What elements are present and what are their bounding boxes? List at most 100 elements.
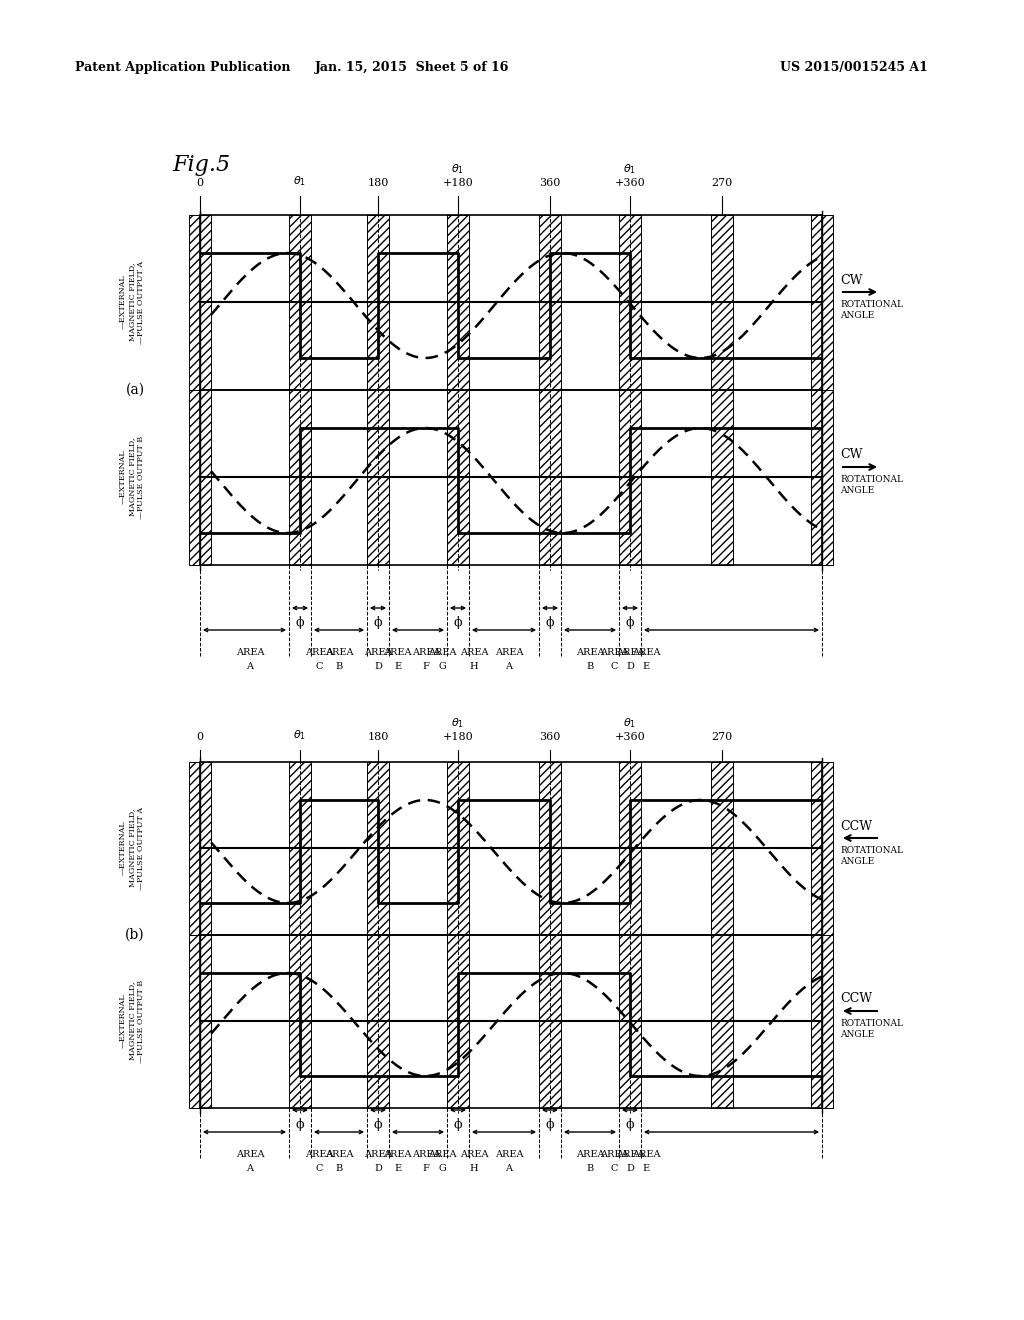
Text: AREA: AREA [236,648,264,657]
Text: US 2015/0015245 A1: US 2015/0015245 A1 [780,62,928,74]
Text: AREA: AREA [632,648,660,657]
Text: AREA: AREA [383,648,412,657]
Bar [618,389,641,565]
Text: ROTATIONAL
ANGLE: ROTATIONAL ANGLE [840,300,903,319]
Text: C: C [610,1164,617,1173]
Text: AREA: AREA [495,648,523,657]
Bar [711,389,733,565]
Text: (a): (a) [125,383,144,397]
Text: A: A [506,1164,512,1173]
Text: ϕ: ϕ [454,616,462,630]
Bar [539,935,561,1107]
Text: ϕ: ϕ [296,1118,304,1131]
Text: D: D [374,663,382,671]
Text: 0: 0 [197,733,204,742]
Text: 360: 360 [540,733,561,742]
Text: AREA: AREA [575,648,604,657]
Text: 360: 360 [540,178,561,187]
Text: $\theta_1$: $\theta_1$ [294,174,306,187]
Bar [200,389,822,565]
Text: 270: 270 [712,733,732,742]
Text: E: E [642,663,649,671]
Bar [200,762,822,935]
Text: Patent Application Publication: Patent Application Publication [75,62,291,74]
Text: $\theta_1$: $\theta_1$ [294,729,306,742]
Text: F: F [423,1164,429,1173]
Text: CCW: CCW [840,820,872,833]
Bar [367,389,389,565]
Text: $\theta_1$
+360: $\theta_1$ +360 [614,162,645,187]
Text: ROTATIONAL
ANGLE: ROTATIONAL ANGLE [840,1019,903,1039]
Text: AREA: AREA [305,648,334,657]
Text: —EXTERNAL
MAGNETIC FIELD,
—PULSE OUTPUT B: —EXTERNAL MAGNETIC FIELD, —PULSE OUTPUT … [119,979,145,1063]
Text: —EXTERNAL
MAGNETIC FIELD,
—PULSE OUTPUT B: —EXTERNAL MAGNETIC FIELD, —PULSE OUTPUT … [119,436,145,519]
Bar [811,389,833,565]
Text: AREA: AREA [364,1150,392,1159]
Bar [289,215,311,389]
Text: AREA: AREA [600,1150,629,1159]
Text: D: D [626,1164,634,1173]
Text: —EXTERNAL
MAGNETIC FIELD,
—PULSE OUTPUT A: —EXTERNAL MAGNETIC FIELD, —PULSE OUTPUT … [119,260,145,343]
Bar [189,935,211,1107]
Bar [189,762,211,935]
Bar [200,215,822,389]
Text: ϕ: ϕ [374,616,382,630]
Bar [447,935,469,1107]
Text: ϕ: ϕ [374,1118,382,1131]
Text: AREA: AREA [615,1150,644,1159]
Text: E: E [642,1164,649,1173]
Bar [618,762,641,935]
Text: AREA: AREA [325,648,353,657]
Text: 270: 270 [712,178,732,187]
Text: Fig.5: Fig.5 [172,154,230,176]
Text: A: A [247,1164,254,1173]
Text: 180: 180 [368,178,389,187]
Bar [200,935,822,1107]
Text: H: H [470,1164,478,1173]
Text: (b): (b) [125,928,144,942]
Bar [447,215,469,389]
Text: AREA: AREA [236,1150,264,1159]
Text: CW: CW [840,449,862,462]
Text: AREA: AREA [412,648,440,657]
Text: AREA: AREA [460,648,488,657]
Bar [447,389,469,565]
Text: B: B [587,1164,594,1173]
Text: AREA: AREA [460,1150,488,1159]
Bar [539,762,561,935]
Text: B: B [336,663,343,671]
Text: ϕ: ϕ [296,616,304,630]
Text: E: E [394,1164,401,1173]
Text: AREA: AREA [428,1150,457,1159]
Text: H: H [470,663,478,671]
Text: ϕ: ϕ [546,1118,554,1131]
Bar [539,215,561,389]
Text: AREA: AREA [412,1150,440,1159]
Bar [367,935,389,1107]
Text: ROTATIONAL
ANGLE: ROTATIONAL ANGLE [840,846,903,866]
Bar [618,935,641,1107]
Text: AREA: AREA [495,1150,523,1159]
Text: Jan. 15, 2015  Sheet 5 of 16: Jan. 15, 2015 Sheet 5 of 16 [314,62,509,74]
Text: AREA: AREA [428,648,457,657]
Bar [811,215,833,389]
Bar [811,935,833,1107]
Text: AREA: AREA [325,1150,353,1159]
Text: AREA: AREA [305,1150,334,1159]
Text: CW: CW [840,273,862,286]
Text: D: D [374,1164,382,1173]
Text: A: A [506,663,512,671]
Text: C: C [315,1164,324,1173]
Text: B: B [587,663,594,671]
Text: —EXTERNAL
MAGNETIC FIELD,
—PULSE OUTPUT A: —EXTERNAL MAGNETIC FIELD, —PULSE OUTPUT … [119,807,145,890]
Text: G: G [438,663,445,671]
Text: ROTATIONAL
ANGLE: ROTATIONAL ANGLE [840,475,903,495]
Bar [289,762,311,935]
Bar [539,389,561,565]
Bar [711,935,733,1107]
Text: $\theta_1$
+360: $\theta_1$ +360 [614,717,645,742]
Bar [618,215,641,389]
Text: CCW: CCW [840,993,872,1006]
Text: D: D [626,663,634,671]
Bar [711,762,733,935]
